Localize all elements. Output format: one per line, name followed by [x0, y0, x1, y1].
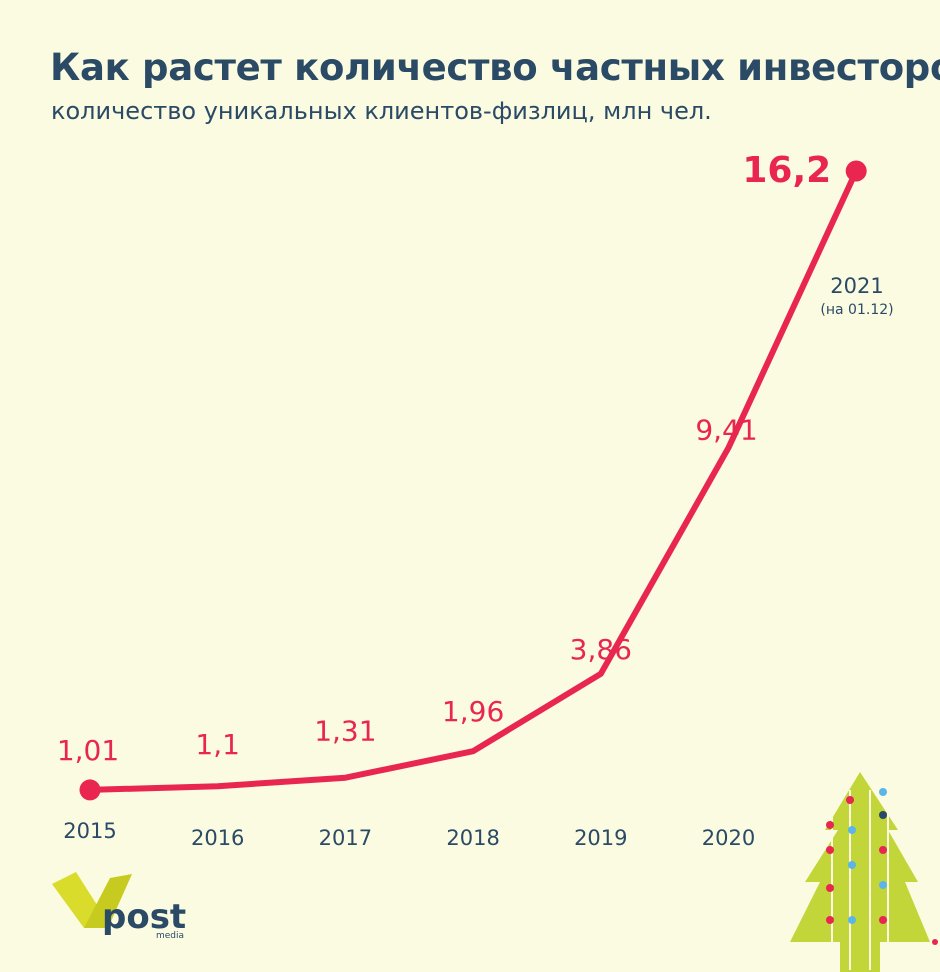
logo-word: post [102, 897, 186, 937]
x-tick-note: (на 01.12) [820, 302, 893, 318]
data-point-marker [79, 779, 101, 801]
value-label: 1,1 [195, 728, 240, 761]
series-line [89, 169, 859, 793]
value-label: 16,2 [742, 150, 831, 191]
value-label: 3,86 [570, 633, 632, 666]
value-label: 1,01 [57, 734, 119, 767]
x-tick-label: 2019 [574, 826, 627, 850]
x-tick-label: 2015 [63, 819, 116, 843]
x-tick-label: 2020 [702, 826, 755, 850]
x-tick-label: 2021 [830, 274, 883, 298]
chart-subtitle: количество уникальных клиентов-физлиц, м… [51, 97, 712, 125]
logo-sub: media [156, 931, 184, 940]
x-tick-label: 2018 [446, 826, 499, 850]
x-tick-label: 2016 [191, 826, 244, 850]
value-label: 1,96 [442, 695, 504, 728]
x-tick-label: 2017 [319, 826, 372, 850]
chart-title: Как растет количество частных инвесторов [50, 46, 940, 89]
christmas-tree-icon [790, 772, 938, 972]
value-label: 9,41 [695, 414, 757, 447]
data-point-marker [845, 160, 867, 182]
value-label: 1,31 [314, 715, 376, 748]
postmedia-logo: post media [52, 872, 186, 940]
